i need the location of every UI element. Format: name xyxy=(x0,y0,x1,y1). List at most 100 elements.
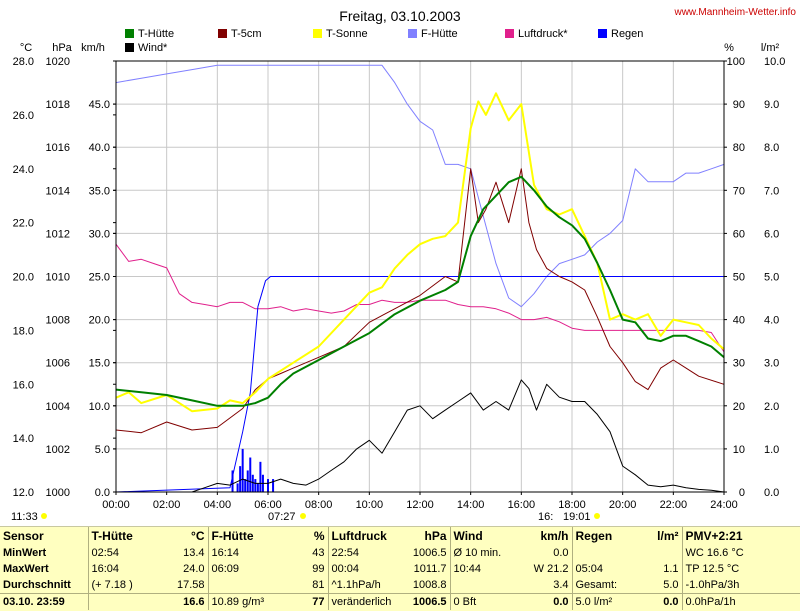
rain-tick-label: 3.0 xyxy=(764,358,779,370)
x-tick-label: 04:00 xyxy=(204,499,232,511)
stats-cell: ^1.1hPa/h xyxy=(327,577,398,594)
stats-cell: -1.0hPa/3h xyxy=(681,577,800,594)
stats-cell: MaxWert xyxy=(3,563,49,575)
time-label: 11:33 xyxy=(11,511,38,523)
stats-cell xyxy=(449,577,510,594)
weather-chart: Freitag, 03.10.2003 www.Mannheim-Wetter.… xyxy=(11,7,796,523)
stats-cell: W 21.2 xyxy=(533,563,569,575)
press-unit: hPa xyxy=(52,42,72,54)
rain-tick-label: 9.0 xyxy=(764,99,779,111)
legend-swatch-regen xyxy=(598,29,607,38)
stats-cell: 1.1 xyxy=(663,563,679,575)
wind-tick-label: 10.0 xyxy=(89,401,110,413)
stats-cell: 05:04 xyxy=(571,561,632,577)
x-tick-label: 12:00 xyxy=(406,499,434,511)
stats-cell: l/m² xyxy=(657,529,679,543)
rain-bar xyxy=(256,483,259,492)
x-tick-label: 22:00 xyxy=(660,499,688,511)
plot-frame xyxy=(115,60,725,493)
stats-cell: 43 xyxy=(312,547,325,559)
stats-cell: 77 xyxy=(278,593,328,610)
hum-tick-label: 10 xyxy=(733,444,745,456)
stats-cell: T-Hütte xyxy=(87,527,166,545)
stats-cell: 10.89 g/m³ xyxy=(207,593,278,610)
stats-cell xyxy=(632,545,682,561)
press-tick-label: 1004 xyxy=(46,401,70,413)
sunrise-label: 07:27 xyxy=(268,511,296,523)
sun-icon xyxy=(41,513,47,519)
press-tick-label: 1018 xyxy=(46,99,70,111)
stats-row: Durchschnitt (+ 7.18 ) 17.58 81 ^1.1hPa/h 100… xyxy=(0,577,800,594)
press-tick-label: 1010 xyxy=(46,272,70,284)
press-tick-label: 1002 xyxy=(46,444,70,456)
rain-bar xyxy=(267,479,269,492)
wind-tick-label: 45.0 xyxy=(89,99,110,111)
temp-tick-label: 26.0 xyxy=(13,110,34,122)
legend-label-f-h-tte: F-Hütte xyxy=(421,28,458,40)
rain-tick-label: 1.0 xyxy=(764,444,779,456)
legend-swatch-t-h-tte xyxy=(125,29,134,38)
stats-cell: Regen xyxy=(571,527,632,545)
stats-cell: 22:54 xyxy=(327,545,398,561)
stats-cell: 0.0 xyxy=(553,547,569,559)
legend-label-luftdruck: Luftdruck* xyxy=(518,28,568,40)
hum-unit: % xyxy=(724,42,734,54)
series-line-f-h-tte xyxy=(115,64,725,308)
rain-bar xyxy=(251,474,254,492)
stats-cell: 1006.5 xyxy=(398,593,450,610)
x-tick-label: 02:00 xyxy=(153,499,181,511)
rain-bar xyxy=(239,466,242,492)
rain-bar xyxy=(241,448,244,492)
press-tick-label: 1000 xyxy=(46,487,70,499)
wind-tick-label: 35.0 xyxy=(89,185,110,197)
stats-row: MinWert 02:54 13.4 16:14 43 22:54 1006.5 Ø 10 m… xyxy=(0,545,800,561)
series-line-wind xyxy=(116,379,725,493)
x-tick-label: 06:00 xyxy=(254,499,282,511)
site-link[interactable]: www.Mannheim-Wetter.info xyxy=(673,7,796,18)
legend-label-wind: Wind* xyxy=(138,42,168,54)
stats-cell: 5.0 l/m² xyxy=(571,593,632,610)
stats-cell: PMV+2:21 xyxy=(681,527,800,545)
press-tick-label: 1008 xyxy=(46,315,70,327)
stats-cell: WC 16.6 °C xyxy=(681,545,800,561)
rain-bar xyxy=(259,461,262,492)
stats-row: 03.10. 23:59 16.6 10.89 g/m³ 77 veränderlich… xyxy=(0,593,800,610)
max-marker-label: 16: xyxy=(538,511,553,523)
stats-cell: 17.58 xyxy=(176,579,205,591)
hum-tick-label: 20 xyxy=(733,401,745,413)
wind-tick-label: 40.0 xyxy=(89,142,110,154)
legend-label-t-h-tte: T-Hütte xyxy=(138,28,174,40)
x-tick-label: 10:00 xyxy=(356,499,384,511)
chart-title: Freitag, 03.10.2003 xyxy=(339,8,461,24)
stats-cell: % xyxy=(313,529,325,543)
stats-cell: 5.0 xyxy=(663,579,679,591)
stats-cell: 3.4 xyxy=(553,579,569,591)
rain-tick-label: 8.0 xyxy=(764,142,779,154)
series-layer xyxy=(115,64,725,493)
stats-cell: F-Hütte xyxy=(207,527,278,545)
rain-tick-label: 0.0 xyxy=(764,487,779,499)
axes: 12.014.016.018.020.022.024.026.028.01000… xyxy=(13,56,786,511)
series-line-t-5cm xyxy=(115,168,725,434)
wind-tick-label: 25.0 xyxy=(89,272,110,284)
stats-cell: 16:04 xyxy=(87,561,166,577)
series-line-t-sonne xyxy=(115,92,725,413)
stats-cell: 1006.5 xyxy=(412,547,447,559)
hum-tick-label: 0 xyxy=(739,487,745,499)
hum-tick-label: 100 xyxy=(727,56,745,68)
rain-tick-label: 2.0 xyxy=(764,401,779,413)
x-tick-label: 14:00 xyxy=(457,499,485,511)
annotations: 11:33 07:27 16: 19:01 xyxy=(11,511,600,523)
legend-swatch-wind xyxy=(125,43,134,52)
stats-cell: Durchschnitt xyxy=(3,579,71,591)
legend-swatch-t-sonne xyxy=(313,29,322,38)
x-tick-label: 20:00 xyxy=(609,499,637,511)
rain-tick-label: 4.0 xyxy=(764,315,779,327)
temp-tick-label: 24.0 xyxy=(13,164,34,176)
wind-tick-label: 20.0 xyxy=(89,315,110,327)
stats-row: MaxWert 16:04 24.0 06:09 99 00:04 1011.7 10:44 W… xyxy=(0,561,800,577)
x-tick-label: 00:00 xyxy=(102,499,130,511)
rain-unit: l/m² xyxy=(761,42,780,54)
stats-cell: 81 xyxy=(312,579,325,591)
press-tick-label: 1006 xyxy=(46,358,70,370)
